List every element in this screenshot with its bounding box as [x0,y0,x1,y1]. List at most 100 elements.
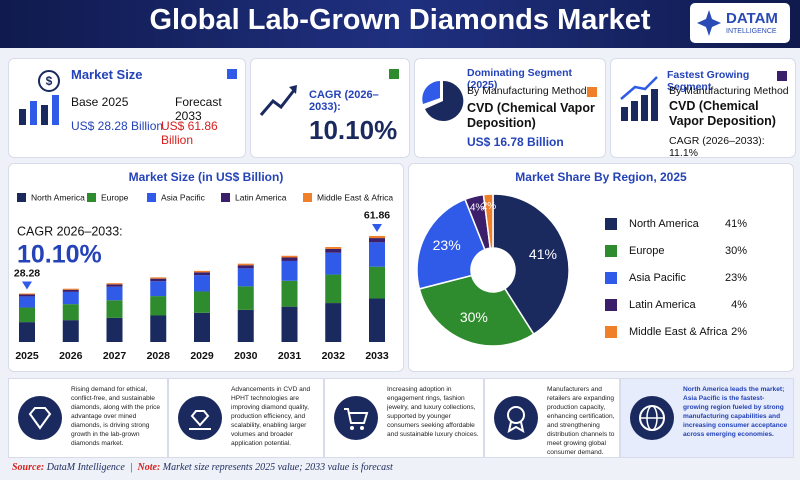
market-icon: $ [19,70,60,125]
x-tick-label: 2032 [322,350,346,362]
card-value: US$ 28.28 Billion [71,119,164,133]
bar-segment [150,315,167,342]
bar-segment [237,309,254,342]
legend-swatch [605,245,617,257]
bar-segment [237,268,254,287]
insight-icon [334,396,378,440]
bar-segment [281,306,298,342]
bar-segment [150,278,167,282]
bar-segment [106,284,123,287]
legend-swatch [605,326,617,338]
insight-icon [178,396,222,440]
legend-swatch [87,193,96,202]
legend-label: Middle East & Africa [629,326,728,338]
card-segment: CVD (Chemical Vapor Deposition) [467,101,595,130]
insight-box: Rising demand for ethical, conflict-free… [8,378,168,458]
card-swatch [389,69,399,79]
pie-chart: Market Share By Region, 2025 41% North Ame… [408,163,794,372]
x-tick-label: 2030 [234,350,258,362]
card-title: Dominating Segment (2025) [467,67,573,91]
card-title: CAGR (2026–2033): [309,89,379,113]
logo-box: DATAM INTELLIGENCE [690,3,790,43]
cagr-icon [259,85,297,116]
bar-chart: Market Size (in US$ Billion) North Americ… [8,163,404,372]
legend-label: Latin America [235,192,287,202]
legend-label: Europe [101,192,129,202]
bar-segment [369,298,385,342]
bar-segment [62,304,79,321]
header-band [0,0,800,48]
bar-segment [369,238,385,243]
logo-star [697,10,721,36]
bar-segment [62,320,79,342]
bar-segment [369,266,385,299]
bar-segment [281,260,298,281]
legend-label: Latin America [629,299,697,311]
bar-segment [325,247,342,249]
x-tick-label: 2028 [147,350,171,362]
insight-text: North America leads the market; Asia Pac… [683,386,788,438]
legend-value: 2% [731,326,747,338]
slice-label: 2% [482,201,497,212]
bar-segment [281,257,298,261]
pie-slice [416,198,486,290]
insight-box: Increasing adoption in engagement rings,… [324,378,484,458]
total-label: 61.86 [364,210,390,222]
pie-icon [422,80,464,121]
dominating-card: Dominating Segment (2025) By Manufacturi… [414,58,606,158]
card-title: Fastest Growing Segment [667,69,750,93]
annotation-value: 10.10% [17,241,102,269]
x-tick-label: 2033 [365,350,389,362]
insight-text: Advancements in CVD and HPHT technologie… [231,386,311,447]
slice-label: 41% [529,246,557,262]
insight-text: Rising demand for ethical, conflict-free… [71,386,161,447]
bar-segment [237,286,254,310]
footer-label: Source: [12,462,45,473]
card-swatch [587,87,597,97]
card-value: 10.10% [309,115,398,145]
insight-box: Manufacturers and retailers are expandin… [484,378,620,458]
bar-segment [369,242,385,267]
bar-segment [325,303,342,342]
legend-value: 4% [731,299,747,311]
insight-box: North America leads the market; Asia Pac… [620,378,794,458]
slice-label: 30% [460,309,488,325]
bar-segment [325,274,342,304]
bar-segment [194,270,210,273]
cagr-card: CAGR (2026–2033): 10.10% [250,58,410,158]
legend-swatch [605,299,617,311]
bar-segment [325,248,342,253]
total-marker [372,223,382,232]
growth-icon [620,76,658,121]
bar-segment [369,235,385,239]
insight-icon [494,396,538,440]
card-label: Base 2025 [71,95,129,109]
bar-segment [237,263,254,266]
bar-segment [194,275,210,292]
legend-value: 30% [725,245,747,257]
legend-label: Asia Pacific [629,272,686,284]
card-segment: CVD (Chemical Vapor Deposition) [669,99,776,128]
legend-swatch [605,272,617,284]
pie-slice [482,193,494,250]
legend-swatch [605,218,617,230]
bar-segment [19,294,35,297]
bar-segment [106,286,123,301]
bar-segment [150,281,167,297]
bar-segment [281,255,298,258]
footer-text: DataM Intelligence [46,462,125,473]
legend-label: Middle East & Africa [317,192,393,202]
legend-swatch [303,193,312,202]
card-label: By Manufacturing Method [669,85,789,97]
x-tick-label: 2027 [103,350,127,362]
footer-sep: | [127,462,136,473]
bar-segment [150,296,167,316]
card-value: US$ 16.78 Billion [467,135,564,149]
card-label: By Manufacturing Method [467,85,587,97]
legend-value: 23% [725,272,747,284]
insight-text: Manufacturers and retailers are expandin… [547,386,615,456]
bar-segment [19,296,35,308]
chart-title: Market Share By Region, 2025 [515,170,687,184]
card-value: CAGR (2026–2033): 11.1% [669,135,765,159]
